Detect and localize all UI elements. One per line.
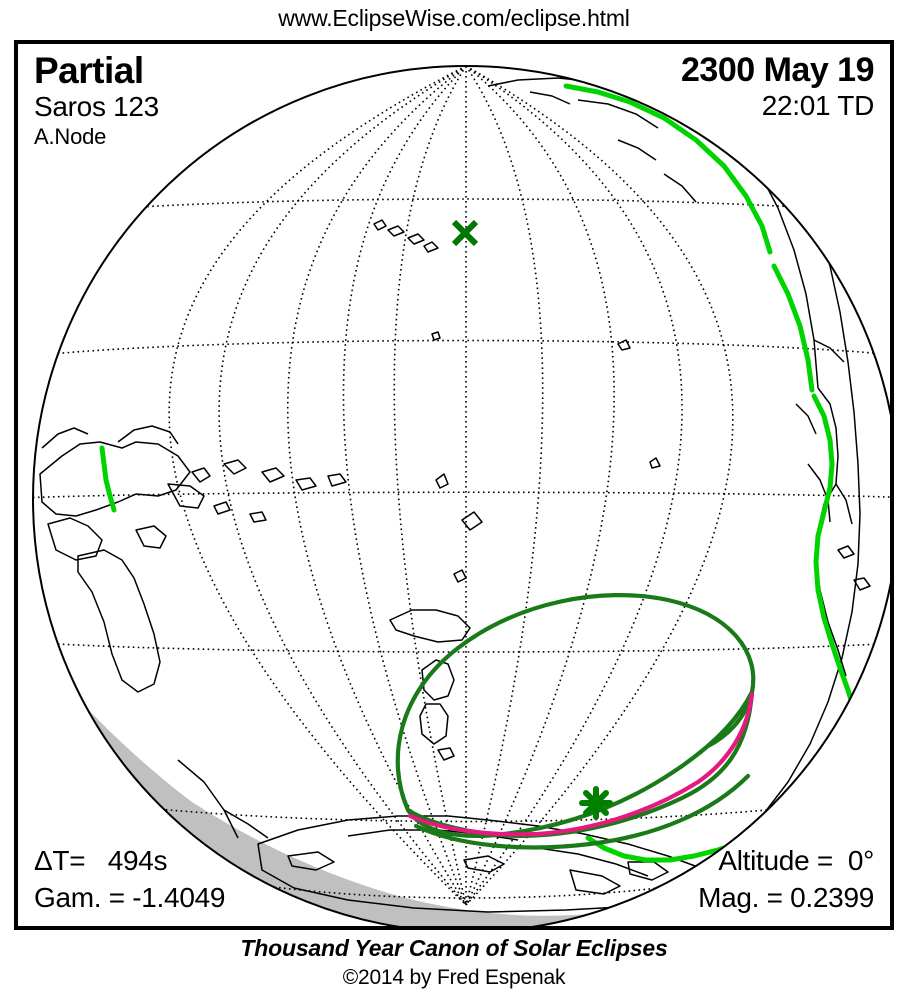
eclipse-date-block: 2300 May 19 22:01 TD — [681, 51, 875, 122]
globe-svg — [32, 65, 890, 926]
publication-credit: ©2014 by Fred Espenak — [342, 965, 566, 989]
source-url-bar: www.EclipseWise.com/eclipse.html — [0, 2, 908, 34]
magnitude-value: Mag. = 0.2399 — [698, 881, 874, 913]
eclipse-map-canvas: Partial Saros 123 A.Node 2300 May 19 22:… — [18, 44, 890, 926]
gamma-value: Gam. = -1.4049 — [34, 881, 226, 913]
max-eclipse-asterisk — [579, 786, 613, 820]
delta-t-value: ΔT= 494s — [34, 845, 168, 877]
graticule-meridians — [168, 66, 734, 906]
publication-title: Thousand Year Canon of Solar Eclipses — [240, 935, 668, 961]
eclipse-map-frame: Partial Saros 123 A.Node 2300 May 19 22:… — [14, 40, 894, 930]
globe-outline — [32, 65, 890, 926]
altitude-magnitude-block: Altitude = 0° Mag. = 0.2399 — [698, 843, 874, 916]
source-url-text: www.EclipseWise.com/eclipse.html — [278, 4, 630, 31]
eclipse-type-label: Partial — [34, 50, 144, 91]
eclipse-time-label: 22:01 TD — [761, 89, 875, 121]
central-maximum-eclipse-line — [407, 691, 755, 837]
eclipse-date-label: 2300 May 19 — [681, 51, 875, 89]
altitude-value: Altitude = 0° — [718, 845, 874, 877]
publication-footer: Thousand Year Canon of Solar Eclipses ©2… — [0, 934, 908, 991]
saros-label: Saros 123 — [34, 90, 159, 122]
greatest-eclipse-marker — [451, 219, 479, 247]
node-label: A.Node — [34, 123, 107, 149]
eclipse-type-block: Partial Saros 123 A.Node — [34, 52, 159, 151]
delta-t-gamma-block: ΔT= 494s Gam. = -1.4049 — [34, 843, 225, 916]
